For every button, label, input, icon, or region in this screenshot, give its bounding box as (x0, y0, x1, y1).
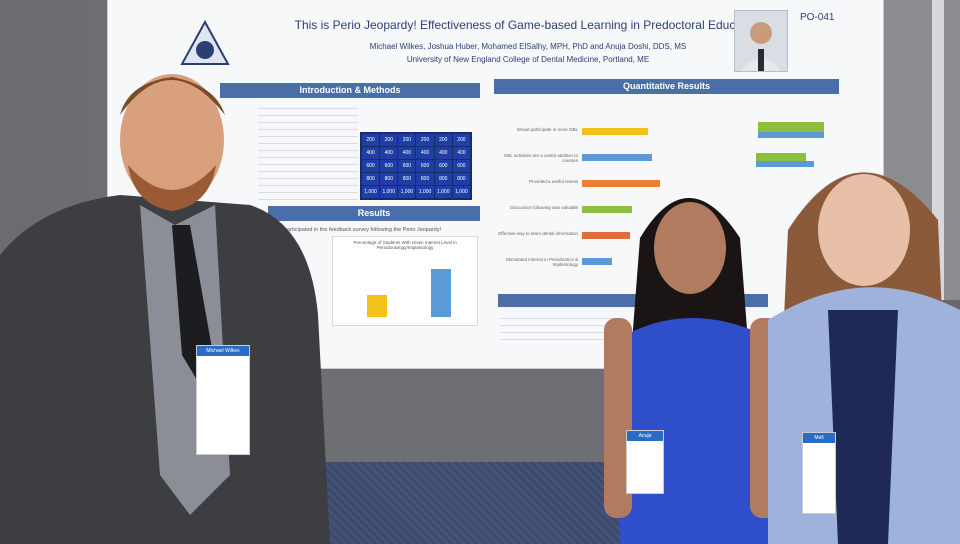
jeopardy-cell: 600 (452, 160, 470, 172)
poster-authors: Michael Wilkes, Joshua Huber, Mohamed El… (278, 40, 778, 66)
section-results: Results (268, 206, 480, 221)
presenter-photo (734, 10, 788, 72)
survey-item-label: Stimulated interest in Periodontics & Im… (505, 257, 578, 267)
jeopardy-board: 200 200 200 200 200 200 400 400 400 400 400 400 600 6… (360, 132, 472, 200)
poster-title: This is Perio Jeopardy! Effectiveness of… (294, 18, 762, 32)
badge-middle-name: Anuja (627, 431, 663, 441)
poster-id: PO-041 (800, 12, 835, 23)
school-logo-icon (180, 20, 230, 65)
survey-item-label: Effective way to learn dental informatio… (498, 231, 578, 236)
interest-chart-title: Percentage of Students With Given Intere… (353, 240, 457, 250)
jeopardy-cell: 400 (416, 147, 434, 159)
survey-bar (582, 180, 660, 187)
jeopardy-cell: 800 (416, 173, 434, 185)
jeopardy-cell: 1,000 (452, 186, 470, 198)
poster-author-list: Michael Wilkes, Joshua Huber, Mohamed El… (369, 42, 687, 51)
jeopardy-cell: 200 (380, 134, 398, 146)
interest-chart: Percentage of Students With Given Intere… (332, 236, 478, 326)
jeopardy-cell: 200 (416, 134, 434, 146)
man-left (0, 74, 330, 544)
badge-left-name: Michael Wilkes (197, 346, 249, 356)
jeopardy-cell: 200 (434, 134, 452, 146)
survey-bar (582, 154, 652, 161)
side-bar-green-2 (756, 153, 806, 161)
section-intro-methods: Introduction & Methods (220, 83, 480, 98)
jeopardy-cell: 800 (434, 173, 452, 185)
jeopardy-cell: 400 (362, 147, 380, 159)
poster-affiliation: University of New England College of Den… (406, 55, 650, 64)
survey-item-label: Would participate in more GBL (516, 127, 578, 132)
jeopardy-cell: 800 (380, 173, 398, 185)
survey-bar (582, 232, 630, 239)
jeopardy-cell: 1,000 (434, 186, 452, 198)
section-quantitative: Quantitative Results (494, 79, 839, 94)
jeopardy-cell: 600 (434, 160, 452, 172)
chart-bar-yellow (367, 295, 387, 317)
woman-right (768, 172, 960, 544)
jeopardy-cell: 400 (398, 147, 416, 159)
jeopardy-cell: 400 (380, 147, 398, 159)
jeopardy-cell: 600 (380, 160, 398, 172)
research-poster: This is Perio Jeopardy! Effectiveness of… (108, 0, 883, 368)
jeopardy-cell: 200 (398, 134, 416, 146)
badge-right-name: Meli (803, 433, 835, 443)
survey-bar (582, 258, 612, 265)
jeopardy-cell: 400 (452, 147, 470, 159)
survey-item-label: Discussion following was valuable (510, 205, 578, 210)
survey-bar (582, 128, 648, 135)
name-badge-left: Michael Wilkes (196, 345, 250, 455)
jeopardy-cell: 800 (398, 173, 416, 185)
results-text: participated in the feedback survey foll… (284, 227, 442, 233)
jeopardy-cell: 1,000 (416, 186, 434, 198)
survey-item-label: Provided a useful review (528, 179, 578, 184)
jeopardy-cell: 600 (416, 160, 434, 172)
jeopardy-cell: 800 (362, 173, 380, 185)
jeopardy-cell: 1,000 (362, 186, 380, 198)
side-bar-blue-1 (758, 132, 824, 138)
survey-bar (582, 206, 632, 213)
jeopardy-cell: 200 (362, 134, 380, 146)
name-badge-middle: Anuja (626, 430, 664, 494)
jeopardy-cell: 600 (362, 160, 380, 172)
conclusion-text-block (500, 312, 620, 342)
name-badge-right: Meli (802, 432, 836, 514)
intro-text-block (258, 102, 358, 202)
jeopardy-cell: 400 (434, 147, 452, 159)
chart-bar-blue (431, 269, 451, 317)
jeopardy-cell: 1,000 (380, 186, 398, 198)
jeopardy-cell: 1,000 (398, 186, 416, 198)
side-bar-green-1 (758, 122, 824, 132)
side-bar-blue-2 (756, 161, 814, 167)
survey-item-label: GBL activities are a useful addition to … (503, 153, 578, 163)
jeopardy-cell: 200 (452, 134, 470, 146)
jeopardy-cell: 600 (398, 160, 416, 172)
jeopardy-cell: 800 (452, 173, 470, 185)
